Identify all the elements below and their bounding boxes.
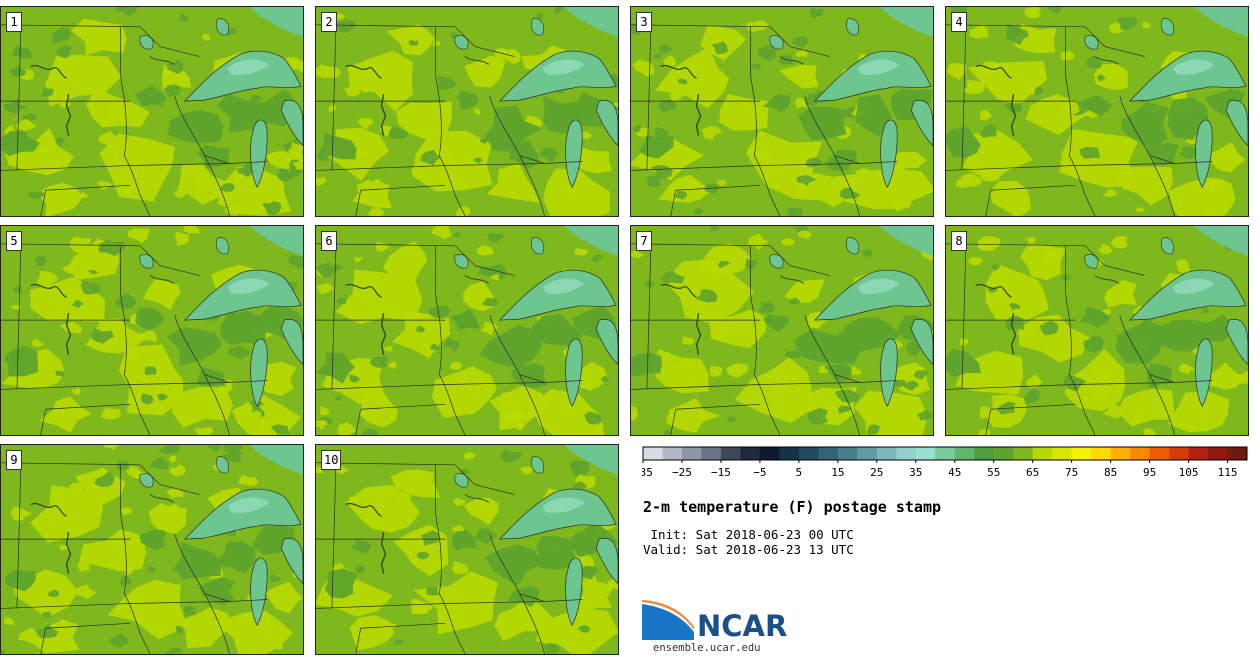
- colorbar-bin: [857, 447, 878, 460]
- colorbar-tick-label: 15: [831, 466, 844, 479]
- colorbar-tick-label: 25: [870, 466, 883, 479]
- panel-number: 10: [321, 450, 342, 470]
- colorbar-tick-label: −15: [711, 466, 731, 479]
- colorbar-bin: [1013, 447, 1033, 460]
- panel-number: 1: [6, 12, 22, 32]
- colorbar-bin: [818, 447, 839, 460]
- colorbar-bin: [974, 447, 995, 460]
- colorbar-bin: [681, 447, 702, 460]
- colorbar-bin: [662, 447, 683, 460]
- colorbar-bin: [954, 447, 975, 460]
- colorbar-frame: [642, 446, 1248, 461]
- colorbar-bin: [915, 447, 936, 460]
- colorbar-bin: [1169, 447, 1189, 460]
- member-panel-10: 10: [315, 444, 619, 655]
- colorbar-bin: [896, 447, 917, 460]
- member-panel-9: 9: [0, 444, 304, 655]
- colorbar-tick-label: 95: [1143, 466, 1156, 479]
- member-panel-3: 3: [630, 6, 934, 217]
- colorbar-bin: [1052, 447, 1072, 460]
- temperature-map: [946, 7, 1248, 216]
- colorbar-bin: [759, 447, 780, 460]
- colorbar-bin: [1130, 447, 1150, 460]
- colorbar-tick-label: 35: [909, 466, 922, 479]
- colorbar-tick-label: −5: [753, 466, 766, 479]
- colorbar-tick-label: 105: [1179, 466, 1199, 479]
- panel-number: 5: [6, 231, 22, 251]
- temperature-map: [316, 7, 618, 216]
- logo-wordmark: NCAR: [697, 609, 788, 643]
- colorbar-bin: [779, 447, 800, 460]
- member-panel-2: 2: [315, 6, 619, 217]
- panel-number: 6: [321, 231, 337, 251]
- colorbar-bin: [1091, 447, 1111, 460]
- ncar-logo-mark: [642, 600, 694, 640]
- temperature-map: [316, 226, 618, 435]
- run-info: Init: Sat 2018-06-23 00 UTC Valid: Sat 2…: [643, 527, 854, 557]
- panel-number: 3: [636, 12, 652, 32]
- member-panel-4: 4: [945, 6, 1249, 217]
- colorbar-bin: [1227, 447, 1248, 460]
- colorbar-tick-label: 65: [1026, 466, 1039, 479]
- colorbar-bin: [701, 447, 722, 460]
- colorbar-tick-label: 45: [948, 466, 961, 479]
- member-panel-6: 6: [315, 225, 619, 436]
- colorbar-bin: [876, 447, 897, 460]
- colorbar-tick-label: 75: [1065, 466, 1078, 479]
- colorbar-bin: [935, 447, 956, 460]
- temperature-map: [946, 226, 1248, 435]
- temperature-map: [631, 7, 933, 216]
- member-panel-7: 7: [630, 225, 934, 436]
- temperature-map: [316, 445, 618, 654]
- colorbar-bin: [993, 447, 1014, 460]
- member-panel-8: 8: [945, 225, 1249, 436]
- colorbar-tick-label: −25: [672, 466, 692, 479]
- panel-number: 9: [6, 450, 22, 470]
- member-panel-5: 5: [0, 225, 304, 436]
- init-time: Init: Sat 2018-06-23 00 UTC: [643, 527, 854, 542]
- colorbar-bin: [1149, 447, 1170, 460]
- colorbar-bin: [837, 447, 858, 460]
- colorbar-tick-label: 115: [1218, 466, 1238, 479]
- panel-number: 7: [636, 231, 652, 251]
- colorbar-bin: [798, 447, 819, 460]
- member-panel-1: 1: [0, 6, 304, 217]
- colorbar-tick-label: −35: [642, 466, 653, 479]
- colorbar-bin: [740, 447, 761, 460]
- logo-url: ensemble.ucar.edu: [653, 642, 761, 654]
- colorbar-tick-label: 5: [796, 466, 803, 479]
- temperature-map: [631, 226, 933, 435]
- plot-title: 2-m temperature (F) postage stamp: [643, 498, 942, 516]
- colorbar-tick-label: 55: [987, 466, 1000, 479]
- colorbar-bin: [1188, 447, 1209, 460]
- colorbar-bin: [1071, 447, 1092, 460]
- temperature-map: [1, 7, 303, 216]
- colorbar-bin: [1208, 447, 1228, 460]
- colorbar-bin: [1110, 447, 1131, 460]
- colorbar-tick-label: 85: [1104, 466, 1117, 479]
- colorbar-bin: [1032, 447, 1053, 460]
- temperature-colorbar: −35 −25 −15 −5 5 15 25 35 45 55 65 75 85 95 105 115: [642, 446, 1248, 479]
- panel-number: 8: [951, 231, 967, 251]
- temperature-map: [1, 226, 303, 435]
- colorbar-bin: [720, 447, 741, 460]
- panel-number: 2: [321, 12, 337, 32]
- colorbar-bin: [643, 447, 663, 460]
- valid-time: Valid: Sat 2018-06-23 13 UTC: [643, 542, 854, 557]
- panel-number: 4: [951, 12, 967, 32]
- temperature-map: [1, 445, 303, 654]
